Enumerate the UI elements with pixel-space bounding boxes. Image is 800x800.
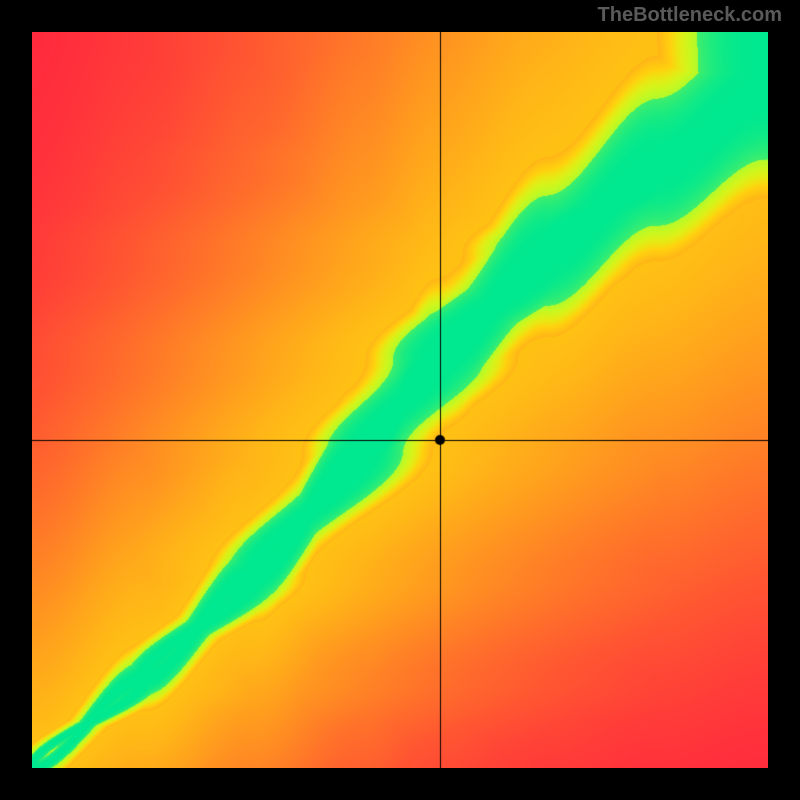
plot-frame <box>32 32 768 768</box>
heatmap-canvas <box>32 32 768 768</box>
chart-container: TheBottleneck.com <box>0 0 800 800</box>
watermark-text: TheBottleneck.com <box>598 4 782 27</box>
